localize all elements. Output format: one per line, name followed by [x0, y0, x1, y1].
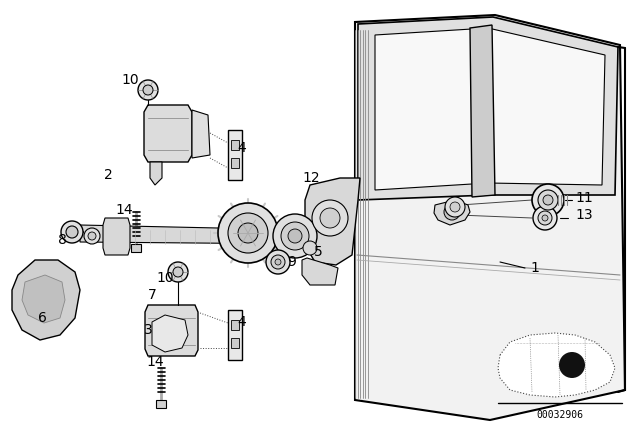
Polygon shape [358, 17, 618, 200]
Circle shape [238, 223, 258, 243]
Circle shape [84, 228, 100, 244]
Circle shape [228, 213, 268, 253]
Circle shape [543, 195, 553, 205]
Circle shape [288, 229, 302, 243]
Polygon shape [434, 200, 470, 225]
Text: 11: 11 [575, 191, 593, 205]
Circle shape [312, 200, 348, 236]
Bar [231, 338, 239, 348]
Circle shape [218, 203, 278, 263]
Circle shape [532, 184, 564, 216]
Circle shape [320, 208, 340, 228]
Polygon shape [80, 225, 315, 244]
Text: 10: 10 [121, 73, 139, 87]
Text: 2: 2 [104, 168, 113, 182]
Text: 4: 4 [237, 141, 246, 155]
Circle shape [271, 255, 285, 269]
Polygon shape [498, 333, 615, 397]
Circle shape [88, 232, 96, 240]
Polygon shape [228, 310, 242, 360]
Circle shape [533, 206, 557, 230]
Circle shape [168, 262, 188, 282]
Text: 14: 14 [115, 203, 133, 217]
Text: 5: 5 [314, 245, 323, 259]
Polygon shape [228, 130, 242, 180]
Polygon shape [305, 178, 360, 265]
Bar [231, 158, 239, 168]
Polygon shape [152, 315, 188, 352]
Polygon shape [12, 260, 80, 340]
Text: 1: 1 [530, 261, 539, 275]
Circle shape [559, 352, 585, 378]
Circle shape [445, 197, 465, 217]
Circle shape [66, 226, 78, 238]
Circle shape [266, 250, 290, 274]
Polygon shape [144, 105, 192, 162]
Circle shape [281, 222, 309, 250]
Circle shape [538, 190, 558, 210]
Polygon shape [22, 275, 65, 323]
Polygon shape [145, 305, 198, 356]
Circle shape [450, 202, 460, 212]
Circle shape [538, 211, 552, 225]
Bar [231, 320, 239, 330]
Circle shape [138, 80, 158, 100]
Text: 9: 9 [287, 255, 296, 269]
Polygon shape [103, 218, 130, 255]
Polygon shape [192, 110, 210, 158]
Circle shape [444, 204, 460, 220]
Bar [156, 400, 166, 408]
Polygon shape [302, 258, 338, 285]
Text: 4: 4 [237, 315, 246, 329]
Polygon shape [375, 28, 605, 190]
Polygon shape [355, 15, 625, 420]
Circle shape [143, 85, 153, 95]
Circle shape [542, 215, 548, 221]
Text: 8: 8 [58, 233, 67, 247]
Polygon shape [470, 25, 495, 197]
Bar [231, 140, 239, 150]
Text: 6: 6 [38, 311, 47, 325]
Text: 00032906: 00032906 [536, 410, 584, 420]
Text: 10: 10 [156, 271, 174, 285]
Text: 13: 13 [575, 208, 593, 222]
Circle shape [173, 267, 183, 277]
Circle shape [303, 241, 317, 255]
Text: 3: 3 [143, 323, 152, 337]
Circle shape [61, 221, 83, 243]
Text: 14: 14 [146, 355, 164, 369]
Polygon shape [150, 162, 162, 185]
Bar [131, 244, 141, 252]
Text: 7: 7 [148, 288, 156, 302]
Text: 12: 12 [302, 171, 319, 185]
Circle shape [275, 259, 281, 265]
Circle shape [273, 214, 317, 258]
